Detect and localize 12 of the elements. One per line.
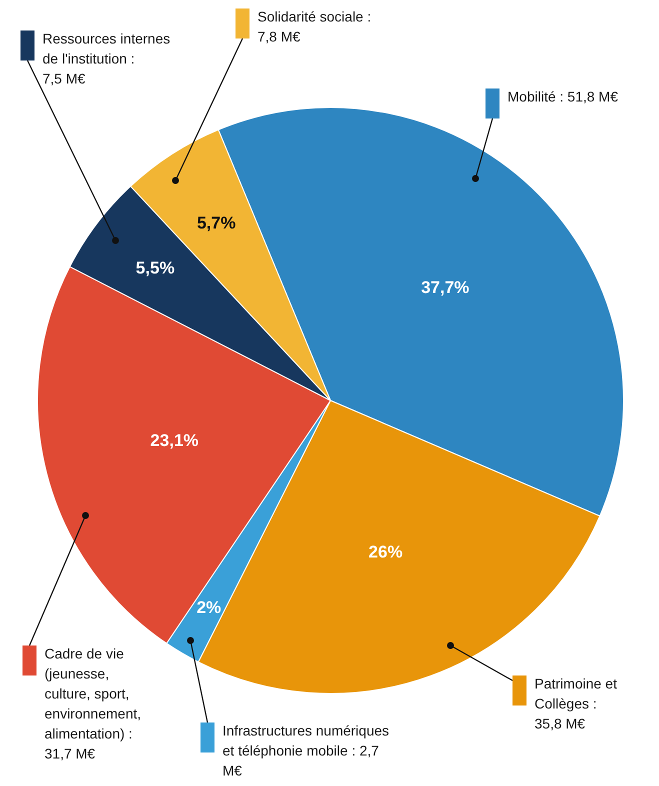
legend-label: Cadre de vie (jeunesse, culture, sport, environnement, alimentation) : 31,7 M€ (44, 646, 142, 762)
data-label: 26% (368, 542, 403, 562)
legend-label: Solidarité sociale : 7,8 M€ (258, 8, 372, 44)
data-label: 23,1% (150, 431, 199, 450)
data-label: 2% (196, 598, 222, 618)
data-label: 5,5% (136, 258, 175, 278)
data-label: 37,7% (421, 278, 470, 297)
legend-label: Ressources internes de l'institution : 7,5 M€ (42, 30, 170, 86)
data-label: 5,7% (196, 214, 236, 233)
legend-label: Infrastructures numériques et téléphonie mobile : 2,7 M€ (222, 722, 390, 778)
legend-label: Patrimoine et Collèges : 35,8 M€ (534, 676, 618, 732)
legend-label: Mobilité : 51,8 M€ (508, 88, 618, 104)
